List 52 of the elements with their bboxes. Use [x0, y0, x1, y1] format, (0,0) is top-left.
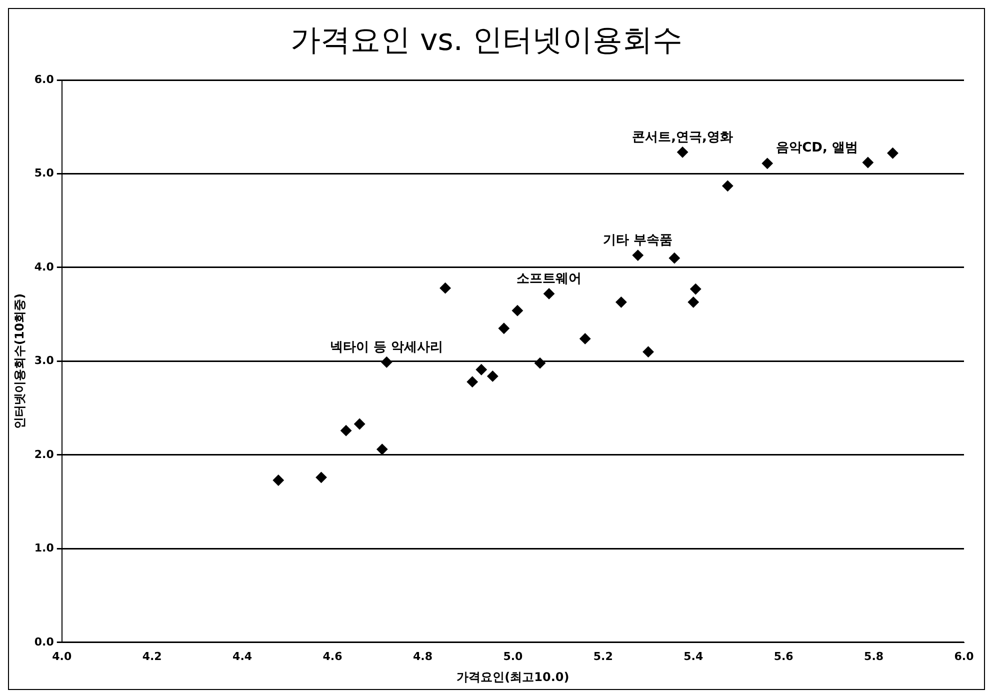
annotation: 넥타이 등 악세사리 — [330, 340, 444, 356]
point — [466, 376, 478, 388]
point — [498, 322, 510, 334]
point — [476, 364, 487, 376]
annotation: 기타 부속품 — [603, 233, 673, 248]
x-tick-label: 5.4 — [684, 650, 704, 663]
x-axis-title: 가격요인(최고10.0) — [456, 670, 570, 684]
point — [616, 296, 627, 308]
point — [677, 146, 688, 158]
x-tick-label: 5.6 — [774, 650, 794, 663]
x-tick-label: 4.4 — [232, 650, 252, 663]
y-tick-label: 3.0 — [34, 354, 54, 368]
y-tick-label: 5.0 — [34, 166, 54, 180]
annotation: 음악CD, 앨범 — [776, 140, 858, 156]
point — [722, 180, 734, 192]
point — [668, 252, 680, 264]
point — [381, 356, 392, 368]
point — [534, 358, 546, 369]
point — [632, 250, 644, 261]
point — [762, 158, 773, 169]
point — [512, 305, 523, 316]
point — [580, 333, 591, 344]
chart-title: 가격요인 vs. 인터넷이용회수 — [290, 22, 682, 58]
x-tick-label: 4.0 — [52, 650, 72, 663]
point — [354, 418, 366, 430]
x-tick-label: 5.8 — [864, 650, 884, 663]
y-tick-label: 2.0 — [34, 448, 54, 461]
point — [690, 284, 702, 295]
x-tick-label: 4.2 — [142, 650, 162, 663]
point — [376, 444, 388, 455]
point — [272, 474, 284, 486]
point — [440, 282, 451, 294]
point — [487, 370, 498, 382]
point — [340, 425, 352, 436]
x-tick-label: 5.0 — [503, 650, 524, 663]
y-tick-label: 4.0 — [34, 260, 54, 274]
point — [642, 346, 654, 358]
y-tick-label: 0.0 — [34, 635, 54, 648]
x-tick-label: 6.0 — [954, 650, 974, 663]
x-tick-label: 4.6 — [322, 650, 343, 663]
y-tick-label: 6.0 — [34, 72, 54, 86]
x-tick-label: 4.8 — [412, 650, 432, 663]
point — [862, 156, 874, 168]
annotation: 콘서트,연극,영화 — [632, 130, 733, 146]
point — [316, 472, 327, 483]
annotation: 소프트웨어 — [516, 272, 582, 287]
x-tick-label: 5.2 — [593, 650, 613, 663]
point — [887, 148, 898, 159]
y-tick-label: 1.0 — [34, 542, 54, 555]
point — [544, 288, 555, 300]
point — [688, 296, 699, 308]
y-axis-title: 인터넷이용회수(10회중) — [12, 293, 26, 430]
